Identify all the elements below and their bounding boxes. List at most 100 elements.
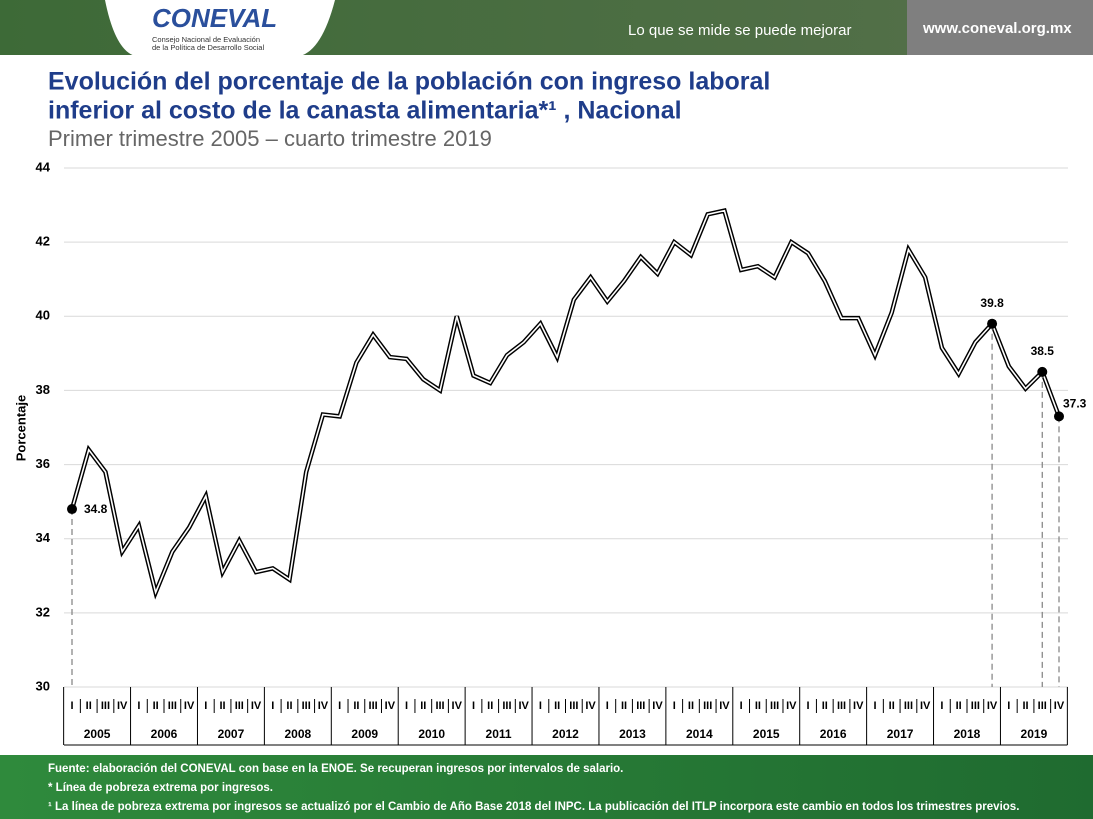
year-label: 2008 bbox=[284, 727, 311, 741]
x-tick-label: I bbox=[1007, 700, 1010, 712]
x-tick-label: III bbox=[636, 700, 645, 712]
x-tick-label: III bbox=[369, 700, 378, 712]
x-tick-label: III bbox=[904, 700, 913, 712]
x-tick-label: IV bbox=[920, 700, 931, 712]
x-tick-label: IV bbox=[719, 700, 730, 712]
year-label: 2007 bbox=[218, 727, 245, 741]
series-line bbox=[71, 209, 1060, 596]
point bbox=[987, 318, 998, 329]
x-tick-label: II bbox=[86, 700, 92, 712]
x-tick-label: III bbox=[235, 700, 244, 712]
x-tick-label: I bbox=[539, 700, 542, 712]
year-label: 2017 bbox=[887, 727, 914, 741]
year-label: 2009 bbox=[351, 727, 378, 741]
year-label: 2012 bbox=[552, 727, 579, 741]
x-tick-label: IV bbox=[385, 700, 396, 712]
x-tick-label: IV bbox=[853, 700, 864, 712]
org-name: de la Política de Desarrollo Social bbox=[152, 43, 264, 52]
point bbox=[67, 504, 77, 515]
x-tick-label: II bbox=[219, 700, 225, 712]
year-label: 2019 bbox=[1021, 727, 1048, 741]
chart-title: Evolución del porcentaje de la población… bbox=[48, 68, 770, 96]
year-label: 2006 bbox=[151, 727, 178, 741]
year-label: 2011 bbox=[486, 727, 512, 741]
x-tick-label: II bbox=[353, 700, 359, 712]
y-tick-label: 36 bbox=[36, 456, 50, 471]
data-label: 39.8 bbox=[980, 296, 1004, 310]
x-tick-label: I bbox=[807, 700, 810, 712]
x-tick-label: II bbox=[153, 700, 159, 712]
x-tick-label: I bbox=[338, 700, 341, 712]
logo: CONEVAL bbox=[152, 3, 277, 33]
url-box bbox=[907, 0, 1093, 55]
y-tick-label: 34 bbox=[36, 530, 51, 545]
x-tick-label: III bbox=[1038, 700, 1047, 712]
x-tick-label: IV bbox=[117, 700, 128, 712]
x-tick-label: II bbox=[621, 700, 627, 712]
x-tick-label: IV bbox=[518, 700, 529, 712]
data-label: 37.3 bbox=[1063, 397, 1087, 411]
y-tick-label: 38 bbox=[36, 382, 50, 397]
point bbox=[1037, 366, 1048, 377]
x-tick-label: I bbox=[405, 700, 408, 712]
org-name: Consejo Nacional de Evaluación bbox=[152, 35, 260, 44]
url: www.coneval.org.mx bbox=[922, 20, 1072, 37]
x-tick-label: I bbox=[204, 700, 207, 712]
x-tick-label: III bbox=[435, 700, 444, 712]
x-tick-label: II bbox=[889, 700, 895, 712]
x-tick-label: I bbox=[873, 700, 876, 712]
x-tick-label: I bbox=[940, 700, 943, 712]
x-tick-label: IV bbox=[184, 700, 195, 712]
x-tick-label: III bbox=[770, 700, 779, 712]
x-tick-label: IV bbox=[318, 700, 329, 712]
y-tick-label: 32 bbox=[36, 604, 50, 619]
x-tick-label: II bbox=[1022, 700, 1028, 712]
slogan: Lo que se mide se puede mejorar bbox=[628, 22, 851, 39]
logo-tab bbox=[105, 0, 335, 56]
x-tick-label: IV bbox=[652, 700, 663, 712]
y-tick-label: 42 bbox=[36, 234, 50, 249]
footer-band bbox=[0, 755, 1093, 819]
x-tick-label: II bbox=[420, 700, 426, 712]
y-tick-label: 40 bbox=[36, 308, 50, 323]
note: Fuente: elaboración del CONEVAL con base… bbox=[48, 763, 623, 775]
x-tick-label: IV bbox=[1054, 700, 1065, 712]
year-label: 2014 bbox=[686, 727, 713, 741]
year-label: 2013 bbox=[619, 727, 646, 741]
x-tick-label: III bbox=[302, 700, 311, 712]
x-tick-label: II bbox=[956, 700, 962, 712]
x-tick-label: I bbox=[70, 700, 73, 712]
x-tick-label: II bbox=[554, 700, 560, 712]
chart-title: inferior al costo de la canasta alimenta… bbox=[48, 97, 682, 125]
x-tick-label: I bbox=[673, 700, 676, 712]
x-tick-label: III bbox=[569, 700, 578, 712]
x-tick-label: III bbox=[837, 700, 846, 712]
x-tick-label: I bbox=[606, 700, 609, 712]
year-label: 2015 bbox=[753, 727, 780, 741]
x-tick-label: I bbox=[472, 700, 475, 712]
x-tick-label: IV bbox=[786, 700, 797, 712]
x-tick-label: I bbox=[137, 700, 140, 712]
point bbox=[1054, 411, 1064, 422]
x-tick-label: I bbox=[740, 700, 743, 712]
year-label: 2018 bbox=[954, 727, 981, 741]
x-tick-label: IV bbox=[987, 700, 998, 712]
subtitle: Primer trimestre 2005 – cuarto trimestre… bbox=[48, 126, 492, 151]
x-tick-label: IV bbox=[585, 700, 596, 712]
y-axis-label: Porcentaje bbox=[13, 395, 28, 461]
x-tick-label: III bbox=[101, 700, 110, 712]
data-label: 38.5 bbox=[1031, 344, 1055, 358]
x-tick-label: II bbox=[286, 700, 292, 712]
x-tick-label: II bbox=[822, 700, 828, 712]
x-tick-label: II bbox=[755, 700, 761, 712]
data-label: 34.8 bbox=[84, 502, 108, 516]
x-tick-label: IV bbox=[251, 700, 262, 712]
x-tick-label: II bbox=[487, 700, 493, 712]
x-tick-label: IV bbox=[452, 700, 463, 712]
year-label: 2016 bbox=[820, 727, 847, 741]
y-tick-label: 30 bbox=[36, 678, 50, 693]
year-label: 2005 bbox=[84, 727, 111, 741]
note: ¹ La línea de pobreza extrema por ingres… bbox=[48, 801, 1019, 813]
x-tick-label: III bbox=[703, 700, 712, 712]
